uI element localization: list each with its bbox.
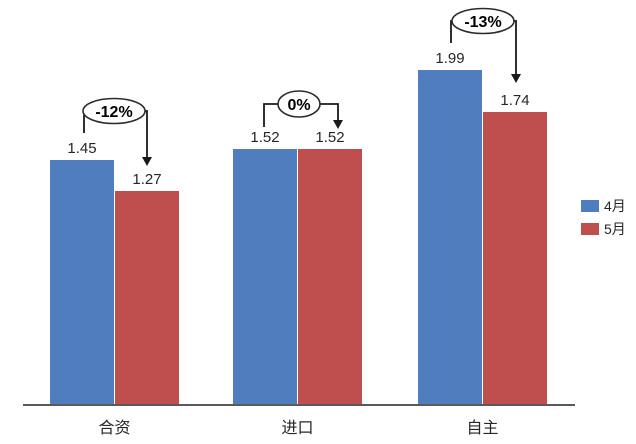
annotation-bracket [263, 103, 299, 127]
arrowhead-icon [142, 157, 152, 166]
value-label-5月-合资: 1.27 [132, 170, 162, 188]
arrowhead-icon [511, 74, 521, 83]
category-label-进口: 进口 [281, 420, 314, 437]
annotation-ellipse [82, 97, 146, 125]
bar-4月-合资 [50, 160, 114, 404]
legend: 4月 5月 [581, 198, 626, 246]
legend-item-5月: 5月 [581, 221, 626, 237]
category-label-合资: 合资 [98, 420, 131, 437]
annotation-bracket [83, 110, 114, 133]
annotation-arrow-line [299, 103, 339, 121]
annotation-ellipse [277, 90, 321, 118]
annotation-arrow-line [483, 20, 517, 75]
annotation-arrow-line [114, 110, 148, 158]
legend-swatch-icon [581, 200, 599, 212]
value-label-5月-进口: 1.52 [315, 128, 345, 146]
annotation-label: -12% [95, 104, 132, 121]
value-label-5月-自主: 1.74 [500, 91, 530, 109]
annotation-bracket [450, 20, 483, 43]
bar-5月-合资 [115, 190, 179, 404]
value-label-4月-进口: 1.52 [250, 128, 280, 146]
bar-4月-自主 [418, 69, 482, 404]
value-label-4月-自主: 1.99 [435, 49, 465, 67]
annotation-jinkou: 0% [263, 90, 343, 129]
annotation-label: -13% [464, 14, 501, 31]
bar-5月-进口 [298, 148, 362, 404]
bar-4月-进口 [233, 148, 297, 404]
legend-item-4月: 4月 [581, 198, 626, 214]
x-axis-line [23, 404, 575, 406]
legend-label: 5月 [604, 221, 626, 237]
legend-label: 4月 [604, 198, 626, 214]
annotation-label: 0% [287, 97, 310, 114]
value-label-4月-合资: 1.45 [67, 140, 97, 158]
annotation-ellipse [451, 7, 515, 35]
legend-swatch-icon [581, 223, 599, 235]
bar-5月-自主 [483, 111, 547, 404]
category-label-自主: 自主 [466, 420, 499, 437]
